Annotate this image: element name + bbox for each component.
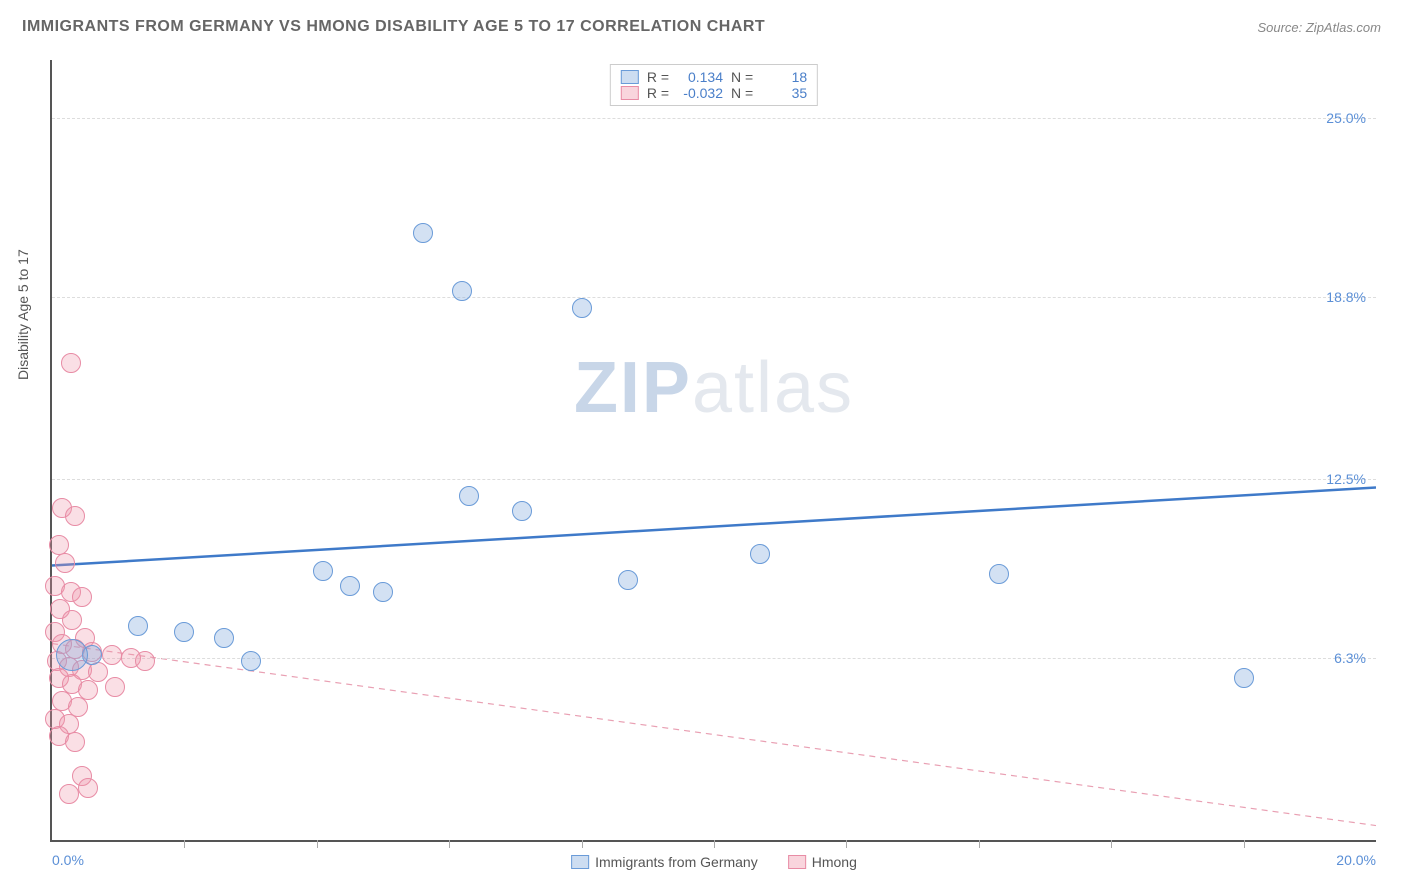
watermark-atlas: atlas bbox=[692, 348, 854, 428]
legend-series: Immigrants from Germany Hmong bbox=[571, 854, 857, 870]
legend-stats: R = 0.134 N = 18 R = -0.032 N = 35 bbox=[610, 64, 818, 106]
data-point bbox=[56, 639, 88, 671]
source-attribution: Source: ZipAtlas.com bbox=[1257, 20, 1381, 35]
data-point bbox=[750, 544, 770, 564]
legend-label: Immigrants from Germany bbox=[595, 854, 758, 870]
data-point bbox=[61, 353, 81, 373]
trend-lines bbox=[52, 60, 1376, 840]
n-label: N = bbox=[731, 85, 753, 101]
data-point bbox=[340, 576, 360, 596]
watermark: ZIPatlas bbox=[574, 347, 854, 429]
data-point bbox=[618, 570, 638, 590]
legend-stats-row: R = 0.134 N = 18 bbox=[621, 69, 807, 85]
gridline-h bbox=[52, 118, 1376, 119]
r-value: -0.032 bbox=[677, 85, 723, 101]
x-tick-label: 0.0% bbox=[52, 852, 84, 868]
x-tick bbox=[582, 840, 583, 848]
y-tick-label: 25.0% bbox=[1326, 110, 1366, 126]
n-value: 18 bbox=[761, 69, 807, 85]
x-tick-label: 20.0% bbox=[1336, 852, 1376, 868]
data-point bbox=[512, 501, 532, 521]
source-link[interactable]: ZipAtlas.com bbox=[1306, 20, 1381, 35]
r-label: R = bbox=[647, 69, 669, 85]
legend-label: Hmong bbox=[812, 854, 857, 870]
x-tick bbox=[449, 840, 450, 848]
data-point bbox=[55, 553, 75, 573]
plot-area: ZIPatlas R = 0.134 N = 18 R = -0.032 N =… bbox=[50, 60, 1376, 842]
data-point bbox=[62, 610, 82, 630]
gridline-h bbox=[52, 479, 1376, 480]
data-point bbox=[65, 506, 85, 526]
data-point bbox=[241, 651, 261, 671]
legend-stats-row: R = -0.032 N = 35 bbox=[621, 85, 807, 101]
legend-swatch-pink bbox=[621, 86, 639, 100]
data-point bbox=[373, 582, 393, 602]
data-point bbox=[135, 651, 155, 671]
y-tick-label: 12.5% bbox=[1326, 471, 1366, 487]
data-point bbox=[413, 223, 433, 243]
data-point bbox=[65, 732, 85, 752]
legend-swatch-blue bbox=[571, 855, 589, 869]
legend-swatch-blue bbox=[621, 70, 639, 84]
data-point bbox=[102, 645, 122, 665]
data-point bbox=[59, 784, 79, 804]
r-label: R = bbox=[647, 85, 669, 101]
r-value: 0.134 bbox=[677, 69, 723, 85]
data-point bbox=[313, 561, 333, 581]
x-tick bbox=[1111, 840, 1112, 848]
data-point bbox=[572, 298, 592, 318]
data-point bbox=[72, 587, 92, 607]
data-point bbox=[174, 622, 194, 642]
source-prefix: Source: bbox=[1257, 20, 1305, 35]
x-tick bbox=[317, 840, 318, 848]
chart-container: IMMIGRANTS FROM GERMANY VS HMONG DISABIL… bbox=[0, 0, 1406, 892]
watermark-zip: ZIP bbox=[574, 348, 692, 428]
x-tick bbox=[184, 840, 185, 848]
trend-line bbox=[52, 488, 1376, 566]
n-value: 35 bbox=[761, 85, 807, 101]
data-point bbox=[989, 564, 1009, 584]
x-tick bbox=[846, 840, 847, 848]
data-point bbox=[1234, 668, 1254, 688]
data-point bbox=[78, 778, 98, 798]
chart-title: IMMIGRANTS FROM GERMANY VS HMONG DISABIL… bbox=[22, 18, 765, 36]
data-point bbox=[452, 281, 472, 301]
data-point bbox=[105, 677, 125, 697]
y-tick-label: 6.3% bbox=[1334, 650, 1366, 666]
data-point bbox=[214, 628, 234, 648]
gridline-h bbox=[52, 297, 1376, 298]
y-axis-label: Disability Age 5 to 17 bbox=[15, 249, 31, 380]
x-tick bbox=[979, 840, 980, 848]
legend-swatch-pink bbox=[788, 855, 806, 869]
n-label: N = bbox=[731, 69, 753, 85]
data-point bbox=[128, 616, 148, 636]
x-tick bbox=[1244, 840, 1245, 848]
x-tick bbox=[714, 840, 715, 848]
legend-item: Hmong bbox=[788, 854, 857, 870]
legend-item: Immigrants from Germany bbox=[571, 854, 758, 870]
y-tick-label: 18.8% bbox=[1326, 289, 1366, 305]
data-point bbox=[459, 486, 479, 506]
